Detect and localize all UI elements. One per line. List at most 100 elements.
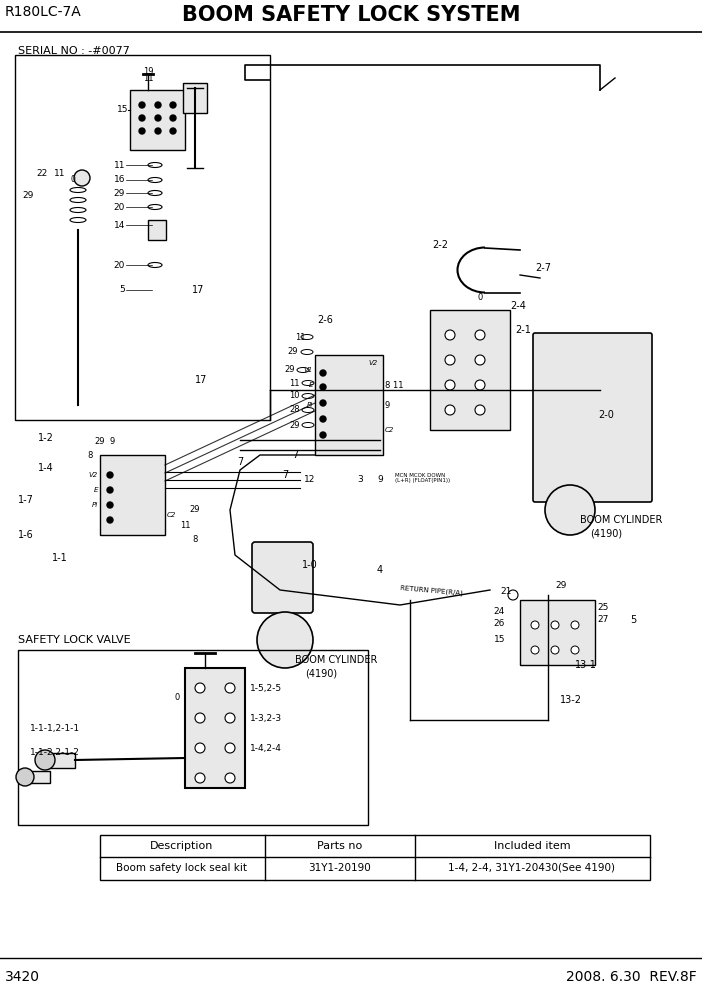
Circle shape — [16, 768, 34, 786]
Text: 27: 27 — [597, 615, 609, 625]
Bar — [100, 455, 165, 535]
Text: 0: 0 — [71, 176, 75, 185]
Text: 29: 29 — [289, 421, 300, 430]
Text: 24: 24 — [494, 607, 505, 616]
Circle shape — [257, 612, 313, 668]
Text: 31Y1-20190: 31Y1-20190 — [309, 863, 371, 873]
Text: 22: 22 — [37, 170, 48, 179]
Text: 7: 7 — [282, 470, 288, 480]
Circle shape — [139, 115, 145, 121]
Text: (4190): (4190) — [305, 669, 337, 679]
Circle shape — [195, 713, 205, 723]
FancyBboxPatch shape — [533, 333, 652, 502]
Text: 1-5,2-5: 1-5,2-5 — [250, 683, 282, 692]
Text: 2-1: 2-1 — [515, 325, 531, 335]
Text: E: E — [309, 382, 313, 388]
Text: 1-2: 1-2 — [38, 433, 54, 443]
Text: MCN MCOK DOWN
(L+R) (FLOAT(PIN1)): MCN MCOK DOWN (L+R) (FLOAT(PIN1)) — [395, 472, 450, 483]
Text: 7: 7 — [237, 457, 243, 467]
Circle shape — [139, 128, 145, 134]
Bar — [25, 771, 50, 783]
Text: 21: 21 — [501, 587, 512, 596]
Circle shape — [107, 472, 113, 478]
Text: 29: 29 — [284, 365, 295, 375]
Text: 2-0: 2-0 — [598, 410, 614, 420]
Text: 29: 29 — [114, 188, 125, 197]
Circle shape — [545, 485, 595, 535]
Text: Pi: Pi — [307, 402, 313, 408]
Text: 20: 20 — [114, 261, 125, 270]
Text: 8 11: 8 11 — [385, 381, 404, 390]
Bar — [18, 650, 368, 825]
Text: 11: 11 — [289, 379, 300, 388]
Circle shape — [225, 743, 235, 753]
Circle shape — [445, 405, 455, 415]
Circle shape — [320, 416, 326, 422]
Text: 1-4: 1-4 — [38, 463, 54, 473]
Text: 5: 5 — [119, 286, 125, 295]
Circle shape — [139, 102, 145, 108]
Bar — [183, 83, 207, 113]
Text: SERIAL NO : -#0077: SERIAL NO : -#0077 — [18, 46, 130, 56]
Text: 4: 4 — [377, 565, 383, 575]
Text: 1-7: 1-7 — [18, 495, 34, 505]
Circle shape — [531, 621, 539, 629]
Text: 11: 11 — [295, 332, 305, 341]
Circle shape — [445, 330, 455, 340]
Circle shape — [74, 170, 90, 186]
Circle shape — [195, 743, 205, 753]
Text: 12: 12 — [304, 475, 316, 484]
Text: Boom safety lock seal kit: Boom safety lock seal kit — [117, 863, 248, 873]
Text: 19: 19 — [143, 67, 153, 76]
Circle shape — [320, 432, 326, 438]
Circle shape — [155, 115, 161, 121]
Text: C2: C2 — [385, 427, 395, 433]
Text: 1-4, 2-4, 31Y1-20430(See 4190): 1-4, 2-4, 31Y1-20430(See 4190) — [449, 863, 616, 873]
Text: 11: 11 — [114, 161, 125, 170]
Text: 25: 25 — [597, 603, 609, 612]
Text: 1-6: 1-6 — [18, 530, 34, 540]
Text: Pi: Pi — [92, 502, 98, 508]
Text: 29: 29 — [190, 506, 200, 515]
Circle shape — [155, 102, 161, 108]
Text: 2-6: 2-6 — [317, 315, 333, 325]
Circle shape — [551, 621, 559, 629]
Text: V1: V1 — [304, 367, 313, 373]
Text: 17: 17 — [195, 375, 207, 385]
Text: 15: 15 — [117, 105, 128, 114]
Text: 0: 0 — [175, 693, 180, 702]
Text: Parts no: Parts no — [317, 841, 363, 851]
Text: 7: 7 — [292, 450, 298, 460]
Text: 17: 17 — [192, 285, 204, 295]
Circle shape — [571, 646, 579, 654]
Text: 3: 3 — [357, 475, 363, 484]
Text: 5: 5 — [630, 615, 636, 625]
Circle shape — [107, 502, 113, 508]
Circle shape — [475, 355, 485, 365]
Bar — [130, 90, 185, 150]
Text: 13-2: 13-2 — [560, 695, 582, 705]
Text: R180LC-7A: R180LC-7A — [5, 5, 81, 19]
Circle shape — [551, 646, 559, 654]
Text: 1-1-2,2-1-2: 1-1-2,2-1-2 — [30, 749, 80, 758]
Text: 29: 29 — [555, 580, 567, 589]
Text: 13-1: 13-1 — [575, 660, 597, 670]
Text: 29: 29 — [95, 437, 105, 446]
Text: 14: 14 — [114, 220, 125, 229]
Circle shape — [531, 646, 539, 654]
Circle shape — [170, 102, 176, 108]
Text: Description: Description — [150, 841, 213, 851]
Circle shape — [445, 355, 455, 365]
Circle shape — [107, 487, 113, 493]
Circle shape — [508, 590, 518, 600]
Text: 3420: 3420 — [5, 970, 40, 984]
Text: 1-1: 1-1 — [52, 553, 68, 563]
Bar — [430, 310, 510, 430]
Bar — [185, 668, 245, 788]
Circle shape — [170, 115, 176, 121]
Text: 2-4: 2-4 — [510, 301, 526, 311]
FancyBboxPatch shape — [252, 542, 313, 613]
Circle shape — [107, 517, 113, 523]
Text: 11: 11 — [180, 521, 190, 530]
Circle shape — [195, 773, 205, 783]
